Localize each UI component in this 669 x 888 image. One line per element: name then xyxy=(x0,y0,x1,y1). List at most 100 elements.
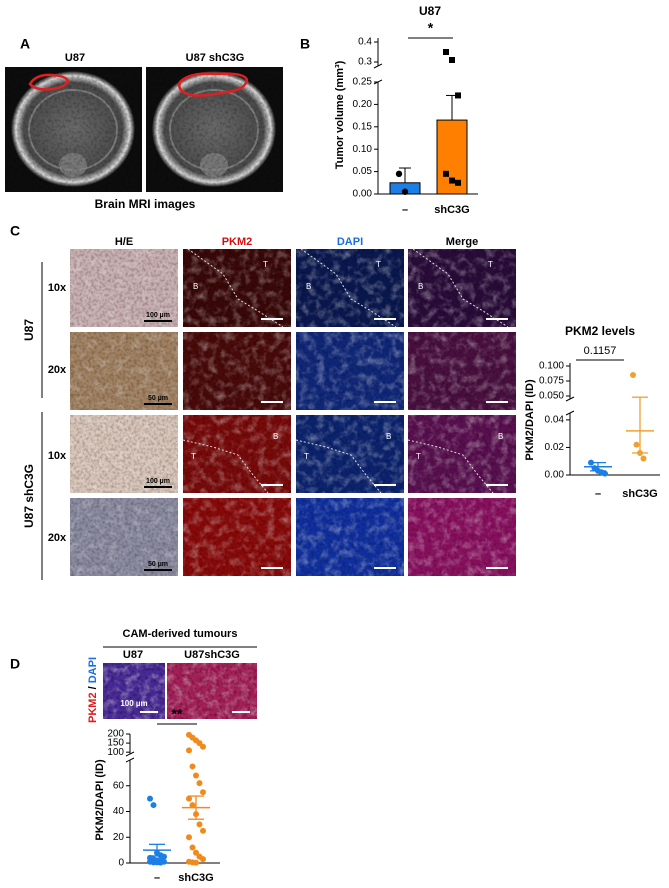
magnification: 10x xyxy=(48,282,67,294)
stain-separator: / xyxy=(87,683,99,692)
micrograph: 100 µm xyxy=(70,415,178,493)
scale-bar-label: 50 µm xyxy=(148,561,168,568)
column-header: H/E xyxy=(115,236,133,248)
region-label: T xyxy=(263,260,268,269)
chart: 0.00 0.02 0.04 0.050 0.075 0.100 PKM2 levels PK… xyxy=(524,324,660,500)
micrograph xyxy=(183,332,291,410)
y-tick-label: 150 xyxy=(107,738,124,749)
cam-image xyxy=(167,663,257,719)
data-point xyxy=(443,170,449,177)
tile-texture xyxy=(183,415,291,493)
column-header: PKM2 xyxy=(222,236,253,248)
y-tick-label: 0.050 xyxy=(539,391,564,402)
x-tick-label: – xyxy=(154,872,160,884)
data-point xyxy=(401,188,409,195)
x-tick-label: shC3G xyxy=(622,488,657,500)
scale-bar-label: 50 µm xyxy=(148,395,168,402)
x-tick-label: shC3G xyxy=(434,204,469,216)
region-label: B xyxy=(193,282,198,291)
panel-label: C xyxy=(10,223,20,239)
micrograph xyxy=(408,498,516,576)
micrograph xyxy=(183,498,291,576)
panel-label: B xyxy=(300,36,310,52)
panel-label: A xyxy=(20,36,30,52)
data-point xyxy=(443,49,449,55)
data-point xyxy=(200,827,206,834)
y-tick-label: 0.04 xyxy=(545,415,565,426)
micrograph xyxy=(296,498,404,576)
boundary xyxy=(182,439,269,494)
data-point xyxy=(640,455,647,462)
y-tick-label: 0.20 xyxy=(353,99,373,110)
comparison-label: ** xyxy=(172,706,183,722)
magnification: 20x xyxy=(48,532,67,544)
region-label: T xyxy=(191,452,196,461)
y-tick-label: 0.05 xyxy=(353,166,373,177)
scale-bar-label: 100 µm xyxy=(146,478,170,485)
tile-texture xyxy=(70,249,178,327)
boundary xyxy=(295,439,382,494)
y-axis-label: PKM2/DAPI (ID) xyxy=(94,759,106,841)
boundary xyxy=(300,248,397,328)
micrograph: BT xyxy=(408,248,516,328)
micrograph: BT xyxy=(296,248,404,328)
axis-break xyxy=(565,396,575,402)
y-tick-label: 0.00 xyxy=(545,470,565,481)
micrograph: 100 µm xyxy=(70,249,178,327)
data-point xyxy=(196,780,203,787)
tile-texture xyxy=(70,332,178,410)
tile-texture xyxy=(183,498,291,576)
tile-texture xyxy=(408,249,516,327)
stain: DAPI xyxy=(87,657,99,683)
data-point xyxy=(200,789,206,796)
chart-title: U87 xyxy=(419,4,441,18)
micrograph: TB xyxy=(182,415,291,494)
error-bar xyxy=(149,843,165,857)
data-point xyxy=(193,859,199,866)
y-tick-label: 100 xyxy=(107,747,124,758)
y-tick-label: 0.00 xyxy=(353,189,373,200)
magnification: 20x xyxy=(48,364,67,376)
data-point xyxy=(455,92,461,99)
region-label: B xyxy=(498,432,503,441)
error-bar xyxy=(632,396,648,454)
data-point xyxy=(189,763,196,770)
error-bar xyxy=(399,167,411,183)
y-tick-label: 0.4 xyxy=(358,37,372,48)
y-tick-label: 0.075 xyxy=(539,376,564,387)
magnification: 10x xyxy=(48,450,67,462)
region-label: T xyxy=(416,452,421,461)
y-axis-label: Tumor volume (mm³) xyxy=(334,60,346,169)
scale-bar-label: 100 µm xyxy=(146,312,170,319)
data-point xyxy=(455,179,461,186)
error-bar xyxy=(188,795,204,820)
tile-texture xyxy=(296,249,404,327)
y-tick-label: 0.3 xyxy=(358,57,372,68)
y-tick-label: 0 xyxy=(118,858,124,869)
data-point xyxy=(193,849,199,856)
data-point xyxy=(449,57,455,63)
tile-texture xyxy=(408,415,516,493)
y-tick-label: 0.02 xyxy=(545,442,565,453)
micrograph: TB xyxy=(407,415,516,494)
micrograph: 50 µm xyxy=(70,498,178,576)
tile-texture xyxy=(183,332,291,410)
data-point xyxy=(147,795,153,802)
data-point xyxy=(186,795,192,802)
data-point xyxy=(196,821,203,828)
boundary xyxy=(407,439,494,494)
y-tick-label: 0.10 xyxy=(353,144,373,155)
data-point xyxy=(193,772,199,779)
axis-break xyxy=(125,751,135,757)
panel-label: D xyxy=(10,656,20,672)
scale-bar-label: 100 µm xyxy=(120,699,147,708)
image-title: U87 xyxy=(65,52,85,64)
tile-texture xyxy=(183,249,291,327)
column-header: U87shC3G xyxy=(184,649,240,661)
tile-texture xyxy=(296,498,404,576)
group-label: U87 xyxy=(22,319,36,341)
column-header: Merge xyxy=(446,236,478,248)
